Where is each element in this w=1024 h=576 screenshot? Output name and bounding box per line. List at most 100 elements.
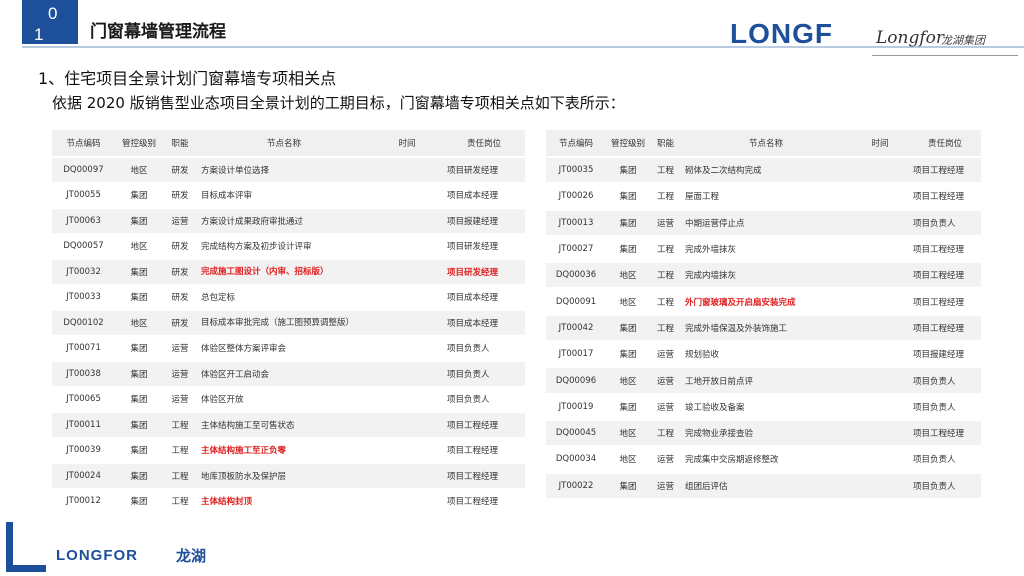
cell-func: 工程 <box>163 489 197 513</box>
brand-script-logo: Longfor <box>876 28 945 48</box>
cell-owner: 项目成本经理 <box>443 311 525 335</box>
page-number-digit-2: 1 <box>34 25 44 44</box>
cell-owner: 项目负责人 <box>443 362 525 386</box>
cell-level: 地区 <box>606 289 650 314</box>
table-row: JT00024 集团 工程 地库顶板防水及保护层 项目工程经理 <box>52 464 525 488</box>
column-header: 管控级别 <box>115 130 163 156</box>
cell-owner: 项目工程经理 <box>909 158 981 183</box>
table-row: JT00019 集团 运营 竣工验收及备案 项目负责人 <box>546 394 981 419</box>
cell-owner: 项目负责人 <box>909 394 981 419</box>
cell-code: JT00017 <box>546 342 606 367</box>
cell-level: 集团 <box>606 315 650 341</box>
cell-func: 工程 <box>650 184 681 209</box>
milestone-table-right: 节点编码 管控级别 职能 节点名称 时间 责任岗位 JT00035 集团 工程 砌体及二次结构完… <box>546 128 981 500</box>
cell-code: JT00042 <box>546 315 606 341</box>
cell-owner: 项目报建经理 <box>443 209 525 233</box>
cell-level: 集团 <box>115 413 163 437</box>
header-title: 门窗幕墙管理流程 <box>90 22 226 42</box>
column-header: 节点名称 <box>197 130 371 156</box>
cell-name: 砌体及二次结构完成 <box>681 158 851 183</box>
cell-code: DQ00097 <box>52 158 115 182</box>
cell-func: 工程 <box>650 420 681 446</box>
cell-name: 完成物业承接查验 <box>681 420 851 446</box>
cell-level: 集团 <box>606 210 650 235</box>
brand-chinese-name: 龙湖集团 <box>941 34 985 47</box>
cell-owner: 项目工程经理 <box>909 420 981 446</box>
cell-time <box>851 420 909 446</box>
cell-code: DQ00091 <box>546 289 606 314</box>
table-row: JT00017 集团 运营 规划验收 项目报建经理 <box>546 342 981 367</box>
cell-func: 工程 <box>163 464 197 488</box>
cell-level: 集团 <box>115 285 163 309</box>
cell-time <box>371 387 443 411</box>
cell-time <box>851 158 909 183</box>
table-row: JT00011 集团 工程 主体结构施工至可售状态 项目工程经理 <box>52 413 525 437</box>
cell-code: JT00027 <box>546 236 606 262</box>
table-row: JT00027 集团 工程 完成外墙抹灰 项目工程经理 <box>546 236 981 262</box>
table-row: JT00065 集团 运营 体验区开放 项目负责人 <box>52 387 525 411</box>
table-header-row: 节点编码 管控级别 职能 节点名称 时间 责任岗位 <box>546 130 981 156</box>
column-header: 节点编码 <box>546 130 606 156</box>
cell-code: JT00055 <box>52 183 115 207</box>
column-header: 职能 <box>163 130 197 156</box>
brand-underline <box>872 55 1018 56</box>
footer-corner-mark-base <box>6 565 46 572</box>
table-row: JT00055 集团 研发 目标成本评审 项目成本经理 <box>52 183 525 207</box>
cell-name: 完成内墙抹灰 <box>681 263 851 288</box>
cell-time <box>851 394 909 419</box>
cell-level: 集团 <box>606 184 650 209</box>
cell-name: 完成集中交房期返修整改 <box>681 447 851 472</box>
cell-owner: 项目工程经理 <box>909 315 981 341</box>
footer-corner-mark <box>6 522 13 572</box>
cell-func: 工程 <box>650 236 681 262</box>
cell-code: JT00039 <box>52 438 115 462</box>
cell-owner: 项目工程经理 <box>443 438 525 462</box>
column-header: 责任岗位 <box>443 130 525 156</box>
cell-time <box>371 438 443 462</box>
table-body: DQ00097 地区 研发 方案设计单位选择 项目研发经理 JT00055 集团 研发 目标成本… <box>52 158 525 513</box>
cell-code: JT00026 <box>546 184 606 209</box>
cell-owner: 项目负责人 <box>909 368 981 393</box>
cell-level: 集团 <box>115 209 163 233</box>
milestone-table-left: 节点编码 管控级别 职能 节点名称 时间 责任岗位 DQ00097 地区 研发 方案设计单位选择… <box>52 128 525 515</box>
cell-name: 体验区开工启动会 <box>197 362 371 386</box>
cell-code: DQ00057 <box>52 234 115 258</box>
cell-code: DQ00096 <box>546 368 606 393</box>
cell-func: 运营 <box>163 209 197 233</box>
cell-owner: 项目工程经理 <box>443 413 525 437</box>
cell-name: 组团后评估 <box>681 473 851 498</box>
cell-code: DQ00034 <box>546 447 606 472</box>
cell-level: 集团 <box>606 342 650 367</box>
table-row: JT00035 集团 工程 砌体及二次结构完成 项目工程经理 <box>546 158 981 183</box>
table-row: JT00032 集团 研发 完成施工图设计（内审、招标版） 项目研发经理 <box>52 260 525 284</box>
cell-func: 研发 <box>163 285 197 309</box>
cell-owner: 项目负责人 <box>443 336 525 360</box>
cell-name: 主体结构施工至可售状态 <box>197 413 371 437</box>
cell-level: 集团 <box>606 473 650 498</box>
column-header: 节点编码 <box>52 130 115 156</box>
cell-level: 地区 <box>115 311 163 335</box>
table-row: JT00026 集团 工程 屋面工程 项目工程经理 <box>546 184 981 209</box>
cell-owner: 项目工程经理 <box>443 464 525 488</box>
cell-level: 集团 <box>115 260 163 284</box>
cell-time <box>371 489 443 513</box>
cell-time <box>851 473 909 498</box>
cell-owner: 项目研发经理 <box>443 158 525 182</box>
header-divider <box>22 46 1024 48</box>
cell-level: 地区 <box>115 234 163 258</box>
table-body: JT00035 集团 工程 砌体及二次结构完成 项目工程经理 JT00026 集团 工程 屋面工… <box>546 158 981 498</box>
cell-level: 集团 <box>115 362 163 386</box>
cell-time <box>371 362 443 386</box>
cell-name: 体验区整体方案评审会 <box>197 336 371 360</box>
cell-time <box>851 315 909 341</box>
table-row: DQ00102 地区 研发 目标成本审批完成（施工图预算调整版） 项目成本经理 <box>52 311 525 335</box>
cell-name: 总包定标 <box>197 285 371 309</box>
cell-name: 目标成本评审 <box>197 183 371 207</box>
cell-name: 中期运营停止点 <box>681 210 851 235</box>
cell-name: 方案设计成果政府审批通过 <box>197 209 371 233</box>
cell-func: 研发 <box>163 158 197 182</box>
cell-level: 集团 <box>115 464 163 488</box>
cell-func: 运营 <box>163 336 197 360</box>
brand-logo: LONGF <box>730 18 833 49</box>
cell-level: 地区 <box>606 368 650 393</box>
